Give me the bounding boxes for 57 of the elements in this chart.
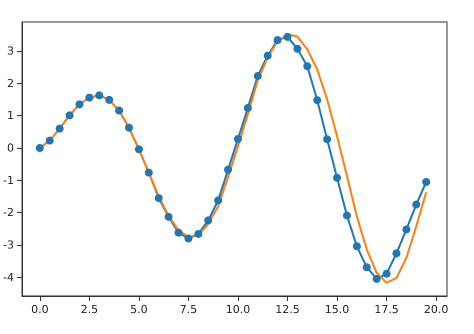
point: [204, 216, 212, 224]
point: [164, 212, 173, 221]
point: [284, 32, 292, 41]
point: [392, 249, 400, 258]
point: [224, 166, 232, 174]
point: [382, 270, 391, 278]
point: [134, 145, 143, 154]
point: [323, 135, 332, 144]
x-tick-label: 15.0: [324, 303, 350, 316]
y-tick-label: 1: [7, 109, 14, 122]
point: [154, 194, 163, 202]
point: [303, 62, 312, 70]
point: [184, 234, 192, 242]
x-tick-label: 0.0: [31, 303, 49, 316]
point: [264, 52, 272, 60]
point: [342, 212, 351, 220]
point: [313, 96, 322, 104]
y-tick-label: -2: [3, 206, 14, 220]
x-tick-label: 5.0: [130, 303, 148, 316]
x-tick-label: 7.5: [180, 303, 198, 316]
y-tick-label: -3: [3, 238, 14, 252]
point: [412, 200, 420, 209]
x-tick-label: 10.0: [226, 303, 250, 316]
y-tick-label: 3: [7, 44, 14, 58]
point: [115, 106, 124, 115]
point: [75, 100, 84, 108]
point: [85, 94, 94, 102]
point: [125, 124, 133, 132]
point: [254, 72, 262, 80]
y-tick-label: -1: [3, 174, 14, 187]
point: [422, 178, 430, 186]
point: [234, 134, 242, 143]
point: [174, 228, 183, 237]
point: [36, 144, 44, 152]
point: [362, 263, 371, 272]
point: [194, 230, 202, 238]
point: [214, 196, 222, 204]
x-tick-label: 20.0: [424, 303, 448, 316]
point: [293, 44, 302, 53]
y-tick-label: -4: [3, 270, 14, 284]
x-tick-label: 12.5: [275, 303, 300, 316]
point: [352, 242, 361, 250]
point: [105, 96, 114, 104]
y-tick-label: 2: [7, 76, 14, 90]
point: [66, 111, 74, 120]
x-tick-label: 17.5: [374, 303, 399, 316]
point: [46, 136, 54, 145]
point: [244, 104, 252, 112]
point: [95, 91, 104, 100]
y-tick-label: 0: [7, 142, 14, 155]
point: [56, 124, 64, 133]
x-tick-label: 2.5: [80, 303, 98, 316]
point: [402, 225, 410, 234]
point: [333, 174, 342, 182]
point: [372, 274, 381, 283]
point: [144, 168, 153, 177]
point: [274, 36, 282, 44]
